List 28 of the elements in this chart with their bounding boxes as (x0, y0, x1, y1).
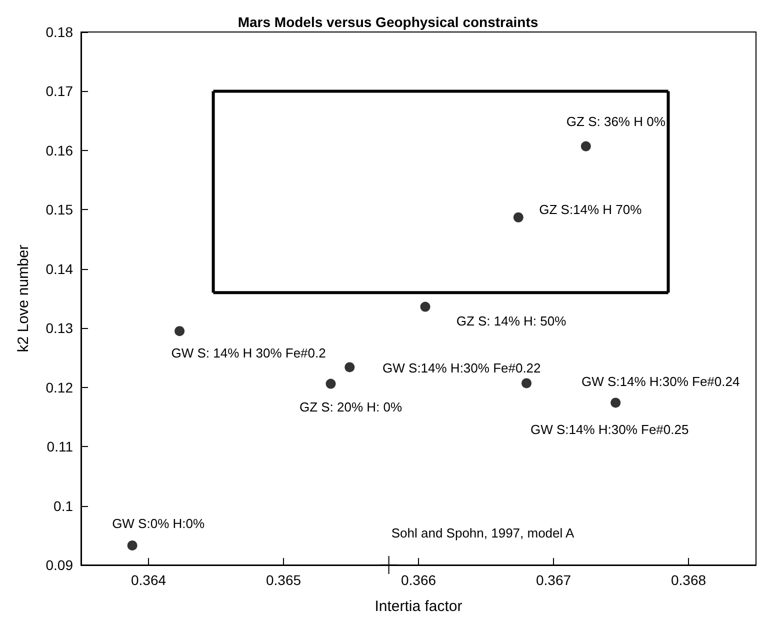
annotation: GZ S: 36% H 0% (566, 114, 666, 129)
y-tick-label: 0.15 (46, 202, 74, 218)
x-axis-title: Intertia factor (374, 598, 462, 615)
annotation: GZ S:14% H 70% (539, 202, 642, 217)
annotation: GW S:14% H:30% Fe#0.24 (581, 374, 740, 390)
annotation: GZ S: 14% H: 50% (456, 313, 567, 328)
x-tick-label: 0.367 (536, 572, 572, 588)
y-tick-label: 0.16 (46, 142, 74, 158)
x-tick-label: 0.365 (266, 572, 302, 588)
annotation: GZ S: 20% H: 0% (299, 399, 402, 414)
annotation: GW S:14% H:30% Fe#0.25 (530, 422, 689, 438)
annotation: GW S:0% H:0% (112, 516, 205, 531)
x-tick-label: 0.366 (400, 572, 436, 588)
y-tick-label: 0.13 (46, 320, 74, 336)
x-tick-label: 0.368 (670, 572, 706, 588)
x-tick-label: 0.364 (130, 572, 166, 588)
chart-title: Mars Models versus Geophysical constraints (238, 14, 538, 30)
y-tick-label: 0.14 (46, 260, 74, 277)
y-tick-label: 0.09 (46, 557, 74, 573)
annotation: GW S:14% H:30% Fe#0.22 (382, 360, 541, 376)
annotation: Sohl and Spohn, 1997, model A (391, 526, 575, 540)
y-tick-label: 0.18 (46, 24, 74, 40)
y-tick-label: 0.11 (46, 438, 74, 455)
y-tick-label: 0.1 (54, 498, 74, 514)
y-axis-title: k2 Love number (15, 244, 32, 352)
y-tick-label: 0.12 (46, 379, 74, 396)
y-tick-label: 0.17 (46, 83, 74, 100)
annotation: GW S: 14% H 30% Fe#0.2 (171, 346, 326, 361)
